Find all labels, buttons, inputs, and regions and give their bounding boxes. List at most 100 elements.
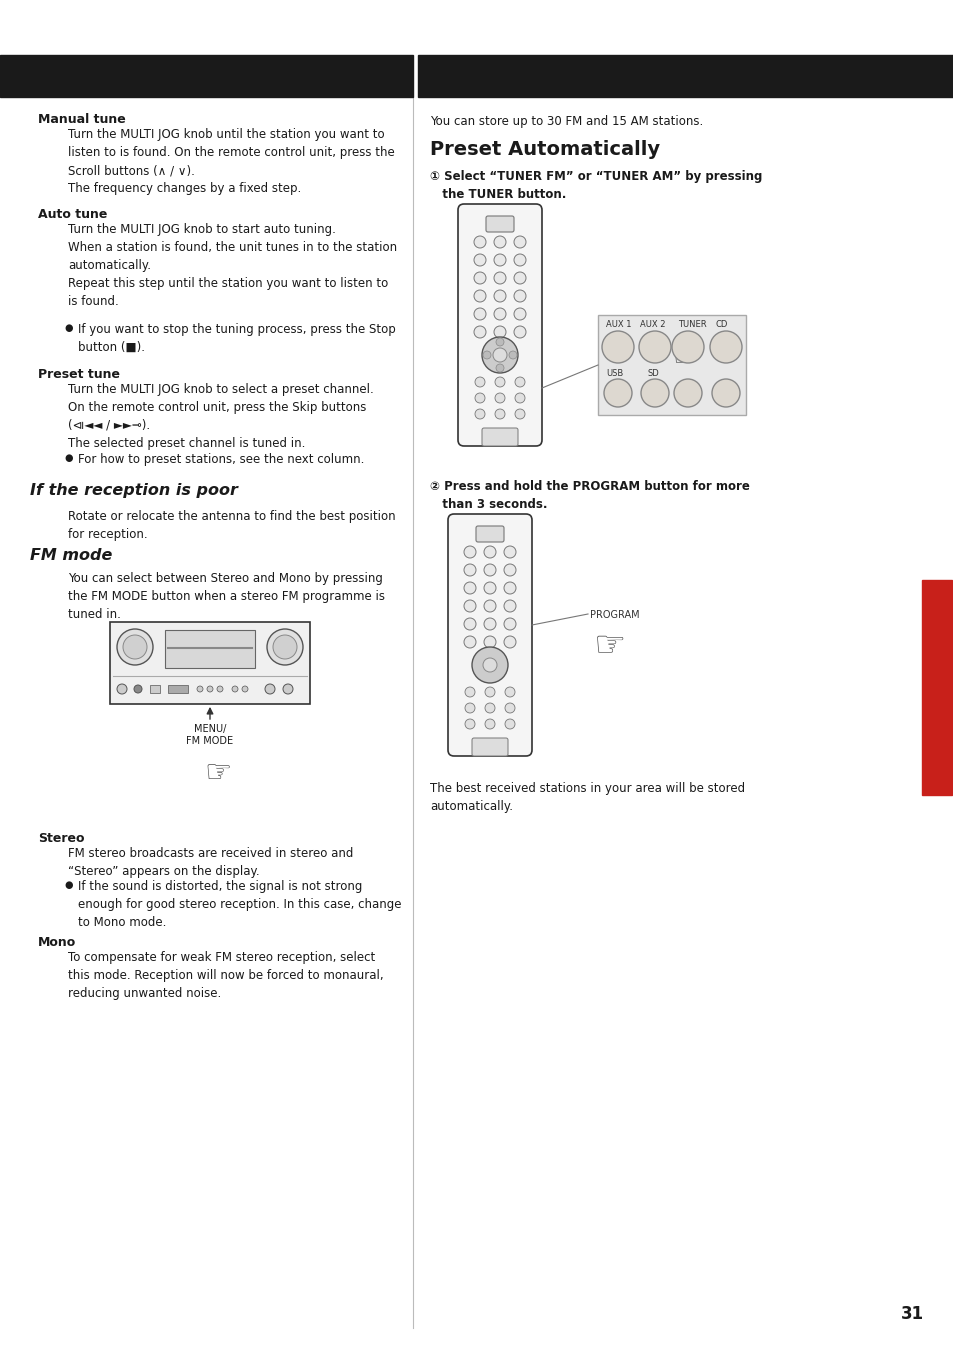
Circle shape — [504, 704, 515, 713]
Circle shape — [483, 600, 496, 612]
Circle shape — [482, 350, 491, 359]
Circle shape — [117, 630, 152, 665]
Text: FM stereo broadcasts are received in stereo and
“Stereo” appears on the display.: FM stereo broadcasts are received in ste… — [68, 847, 353, 878]
Text: Manual tune: Manual tune — [38, 113, 126, 125]
Circle shape — [494, 307, 505, 319]
Circle shape — [504, 718, 515, 729]
Bar — [168, 685, 188, 693]
Text: Mono: Mono — [38, 936, 76, 949]
Circle shape — [494, 253, 505, 266]
Circle shape — [475, 377, 484, 387]
Circle shape — [515, 394, 524, 403]
FancyBboxPatch shape — [481, 429, 517, 446]
Circle shape — [232, 686, 237, 692]
Circle shape — [265, 683, 274, 694]
Circle shape — [673, 379, 701, 407]
Circle shape — [639, 332, 670, 363]
Text: For how to preset stations, see the next column.: For how to preset stations, see the next… — [78, 453, 364, 466]
Circle shape — [463, 546, 476, 558]
Text: You can select between Stereo and Mono by pressing
the FM MODE button when a ste: You can select between Stereo and Mono b… — [68, 572, 385, 621]
Text: If the reception is poor: If the reception is poor — [30, 483, 237, 497]
Circle shape — [494, 290, 505, 302]
Text: 31: 31 — [900, 1305, 923, 1322]
FancyBboxPatch shape — [457, 204, 541, 446]
Circle shape — [640, 379, 668, 407]
Text: Preset Tuning (1): Preset Tuning (1) — [584, 66, 787, 86]
Circle shape — [123, 635, 147, 659]
Circle shape — [495, 408, 504, 419]
Text: If the sound is distorted, the signal is not strong
enough for good stereo recep: If the sound is distorted, the signal is… — [78, 880, 401, 929]
Circle shape — [207, 686, 213, 692]
Circle shape — [504, 687, 515, 697]
Circle shape — [711, 379, 740, 407]
Circle shape — [514, 253, 525, 266]
Text: Stereo: Stereo — [38, 832, 85, 845]
Circle shape — [463, 582, 476, 594]
Circle shape — [509, 350, 517, 359]
Circle shape — [503, 546, 516, 558]
Text: USB: USB — [605, 369, 622, 377]
Circle shape — [483, 546, 496, 558]
Circle shape — [514, 272, 525, 284]
Circle shape — [484, 718, 495, 729]
Text: ☞: ☞ — [204, 759, 232, 789]
Circle shape — [495, 394, 504, 403]
Circle shape — [474, 236, 485, 248]
Circle shape — [493, 348, 506, 363]
Circle shape — [483, 636, 496, 648]
Circle shape — [472, 647, 507, 683]
Circle shape — [494, 272, 505, 284]
Text: PROGRAM: PROGRAM — [589, 611, 639, 620]
FancyBboxPatch shape — [472, 737, 507, 756]
Circle shape — [496, 338, 503, 346]
Text: ●: ● — [64, 324, 72, 333]
Circle shape — [483, 563, 496, 576]
Text: Turn the MULTI JOG knob to select a preset channel.
On the remote control unit, : Turn the MULTI JOG knob to select a pres… — [68, 383, 374, 450]
Circle shape — [196, 686, 203, 692]
Text: FM mode: FM mode — [30, 549, 112, 563]
Circle shape — [514, 236, 525, 248]
Circle shape — [216, 686, 223, 692]
Circle shape — [464, 687, 475, 697]
Circle shape — [242, 686, 248, 692]
Text: Preset tune: Preset tune — [38, 368, 120, 381]
Circle shape — [475, 408, 484, 419]
Bar — [0, 55, 413, 97]
Circle shape — [515, 408, 524, 419]
Bar — [921, 580, 951, 795]
Circle shape — [474, 290, 485, 302]
Text: Turn the MULTI JOG knob to start auto tuning.
When a station is found, the unit : Turn the MULTI JOG knob to start auto tu… — [68, 222, 396, 307]
Circle shape — [709, 332, 741, 363]
Text: ② Press and hold the PROGRAM button for more
   than 3 seconds.: ② Press and hold the PROGRAM button for … — [430, 480, 749, 511]
Circle shape — [474, 253, 485, 266]
Circle shape — [503, 600, 516, 612]
Text: ☞: ☞ — [593, 628, 625, 662]
Text: ☞: ☞ — [670, 341, 700, 373]
Text: SD: SD — [647, 369, 659, 377]
Circle shape — [483, 582, 496, 594]
Circle shape — [484, 704, 495, 713]
Text: Preset Automatically: Preset Automatically — [430, 140, 659, 159]
Circle shape — [463, 617, 476, 630]
Circle shape — [273, 635, 296, 659]
Circle shape — [475, 394, 484, 403]
Circle shape — [503, 582, 516, 594]
Circle shape — [494, 326, 505, 338]
Circle shape — [463, 600, 476, 612]
Circle shape — [474, 272, 485, 284]
Text: The best received stations in your area will be stored
automatically.: The best received stations in your area … — [430, 782, 744, 813]
Text: CD: CD — [716, 319, 727, 329]
Circle shape — [603, 379, 631, 407]
Circle shape — [495, 377, 504, 387]
Circle shape — [474, 326, 485, 338]
Circle shape — [496, 364, 503, 372]
Circle shape — [494, 236, 505, 248]
FancyBboxPatch shape — [448, 514, 532, 756]
Text: AUX 2: AUX 2 — [639, 319, 665, 329]
FancyBboxPatch shape — [485, 216, 514, 232]
Bar — [417, 55, 953, 97]
Bar — [598, 315, 745, 415]
Circle shape — [601, 332, 634, 363]
Bar — [165, 630, 254, 669]
Circle shape — [464, 704, 475, 713]
